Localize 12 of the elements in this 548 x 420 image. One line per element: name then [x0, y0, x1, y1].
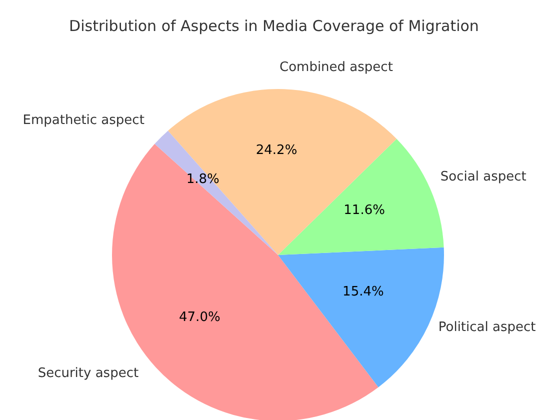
slice-label: Security aspect: [38, 366, 139, 382]
data-label: 47.0%: [179, 310, 220, 325]
data-label: 11.6%: [344, 202, 385, 218]
slice-label: Empathetic aspect: [22, 112, 144, 128]
chart-title: Distribution of Aspects in Media Coverage of Migration: [69, 17, 479, 35]
slice-label: Combined aspect: [280, 60, 393, 76]
data-label: 1.8%: [186, 172, 220, 187]
data-label: 15.4%: [342, 284, 384, 300]
data-label: 24.2%: [256, 142, 298, 158]
slice-label: Political aspect: [438, 320, 536, 335]
pie-slice: [168, 89, 397, 255]
slice-label: Social aspect: [440, 170, 526, 185]
